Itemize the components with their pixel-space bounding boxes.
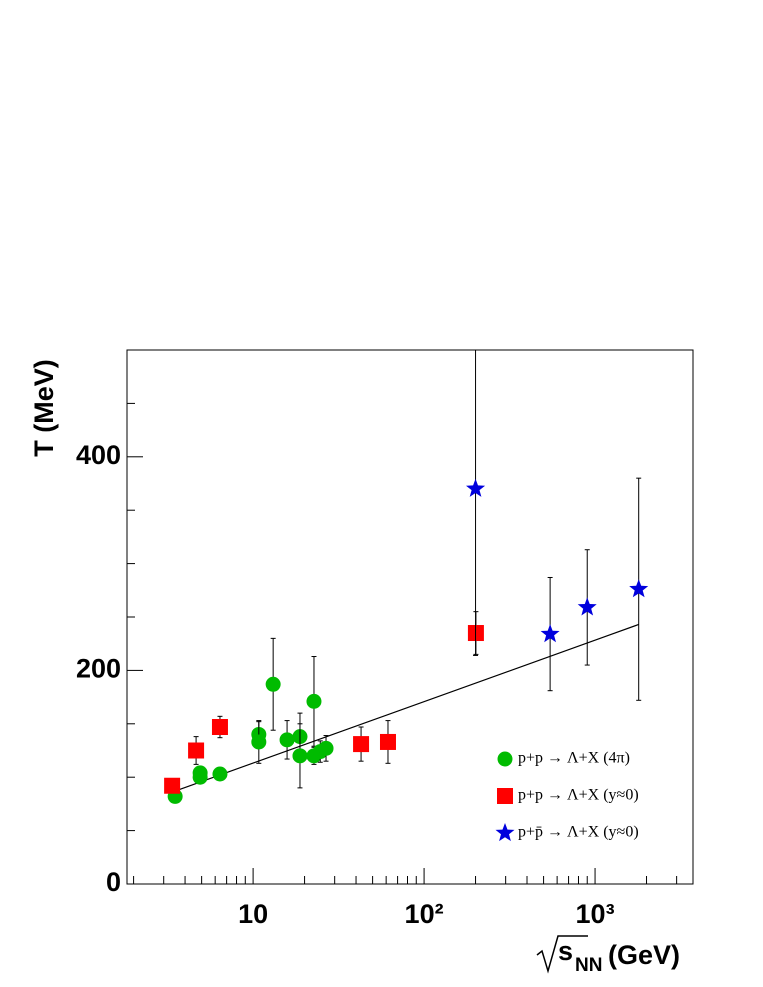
point xyxy=(306,693,322,709)
point xyxy=(318,740,334,756)
point xyxy=(279,732,295,748)
x-axis-title-sub: NN xyxy=(575,955,602,976)
y-axis-title: T (MeV) xyxy=(29,359,59,457)
point xyxy=(192,769,208,785)
legend-marker xyxy=(497,788,513,804)
x-tick-label: 10² xyxy=(405,899,444,929)
point xyxy=(265,676,281,692)
fit-line xyxy=(174,623,639,792)
legend-label: p+p → Λ+X (4π) xyxy=(518,750,630,767)
x-axis-title: s xyxy=(558,936,573,966)
point xyxy=(292,748,308,764)
point xyxy=(164,777,181,794)
x-tick-label: 10 xyxy=(238,899,268,929)
legend-label: p+p → Λ+X (y≈0) xyxy=(518,787,639,804)
x-axis-title-unit: (GeV) xyxy=(608,940,680,970)
y-tick-label: 200 xyxy=(76,654,121,684)
y-tick-label: 0 xyxy=(106,867,121,897)
point xyxy=(466,478,486,497)
point xyxy=(379,733,396,750)
sqrt-sign xyxy=(536,935,588,974)
y-tick-label: 400 xyxy=(76,440,121,470)
point xyxy=(540,624,560,643)
point xyxy=(577,597,597,616)
legend-marker xyxy=(497,751,513,767)
plot-frame xyxy=(126,349,694,885)
x-tick-label: 10³ xyxy=(576,899,615,929)
point xyxy=(251,734,267,750)
point xyxy=(353,736,370,753)
legend-label: p+p̄ → Λ+X (y≈0) xyxy=(518,824,639,841)
point xyxy=(629,579,649,598)
point xyxy=(211,719,228,736)
point xyxy=(212,766,228,782)
point xyxy=(188,742,205,759)
legend-marker xyxy=(495,823,515,842)
